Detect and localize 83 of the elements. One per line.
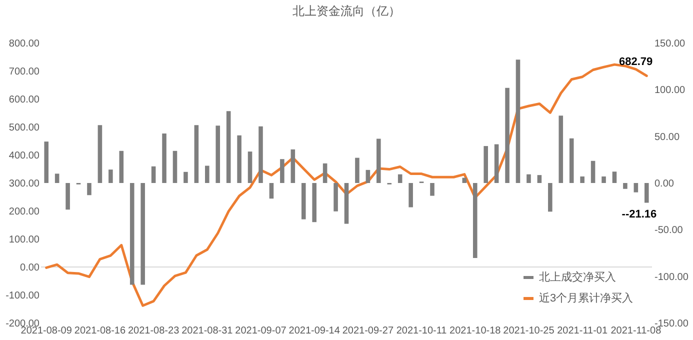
bar [644, 183, 649, 203]
bar [366, 170, 370, 183]
bar [290, 149, 296, 183]
bar [516, 60, 520, 183]
y-tick-label: 600.00 [8, 94, 40, 106]
bar [430, 183, 434, 196]
y2-tick-label: 150.00 [654, 38, 686, 50]
bar [194, 125, 199, 183]
y-tick-label: 300.00 [8, 178, 40, 190]
bar [334, 183, 338, 212]
bar [119, 150, 124, 183]
x-tick-label: 2021-09-14 [288, 326, 340, 336]
bar [151, 166, 156, 183]
bar [66, 183, 70, 210]
bar [162, 134, 166, 183]
bar [548, 183, 552, 212]
y-tick-label: 500.00 [8, 122, 40, 134]
bar [634, 183, 638, 192]
x-tick-label: 2021-11-01 [557, 326, 608, 336]
y2-tick-label: 50.00 [654, 132, 680, 143]
bar [537, 175, 542, 183]
bar [312, 183, 316, 222]
y-tick-label: -100.00 [6, 290, 40, 302]
y-tick-label: 400.00 [8, 150, 40, 162]
y2-tick-label: -50.00 [654, 225, 684, 236]
bar [98, 125, 102, 183]
bar [580, 176, 584, 183]
bar [408, 183, 413, 208]
bar [344, 183, 349, 224]
y2-tick-label: -100.00 [654, 272, 689, 283]
bar [216, 126, 220, 183]
y-tick-label: 200.00 [8, 206, 40, 218]
x-tick-label: 2021-10-18 [450, 326, 502, 336]
bar [172, 150, 178, 183]
bar [398, 174, 402, 183]
x-tick-label: 2021-10-25 [503, 326, 555, 336]
bar [301, 183, 306, 220]
bar [237, 135, 242, 183]
y-tick-label: 800.00 [8, 38, 40, 50]
x-tick-label: 2021-10-11 [396, 326, 448, 336]
bar [484, 146, 488, 183]
bar [258, 126, 263, 183]
x-tick-label: 2021-08-23 [128, 326, 180, 336]
bar [590, 160, 596, 183]
bar [280, 159, 284, 183]
y-tick-label: 100.00 [8, 234, 40, 246]
bar [108, 170, 113, 183]
bar [623, 183, 628, 189]
bar [355, 158, 360, 183]
bar [376, 138, 381, 183]
y-tick-label: 0.00 [20, 262, 40, 274]
bar [322, 163, 328, 183]
x-tick-label: 2021-11-08 [610, 326, 662, 336]
data-label: --21.16 [622, 208, 657, 221]
bar [526, 174, 531, 183]
x-tick-label: 2021-08-31 [182, 326, 234, 336]
bar [140, 183, 145, 285]
bar [569, 138, 574, 183]
bar [44, 142, 49, 183]
y2-tick-label: 100.00 [654, 85, 686, 96]
bar [558, 116, 564, 183]
bar [205, 166, 210, 183]
bar [226, 111, 231, 183]
bar [494, 144, 499, 183]
bar [130, 183, 134, 285]
legend-label: 近3个月累计净买入 [539, 292, 634, 304]
bar [269, 183, 274, 199]
x-tick-label: 2021-09-27 [342, 326, 394, 336]
chart-title: 北上资金流向（亿） [292, 4, 400, 18]
bar [612, 172, 617, 183]
legend-label: 北上成交净买入 [539, 270, 616, 284]
bar [248, 152, 252, 183]
bar [602, 176, 606, 183]
x-tick-label: 2021-09-07 [235, 326, 287, 336]
x-tick-label: 2021-08-16 [74, 326, 126, 336]
y-tick-label: 700.00 [8, 66, 40, 78]
bar [184, 172, 188, 183]
bar [54, 174, 60, 183]
bar [505, 88, 510, 183]
y2-tick-label: 0.00 [654, 178, 674, 190]
bar [87, 183, 92, 196]
bar [472, 183, 478, 258]
data-label: 682.79 [618, 56, 653, 68]
